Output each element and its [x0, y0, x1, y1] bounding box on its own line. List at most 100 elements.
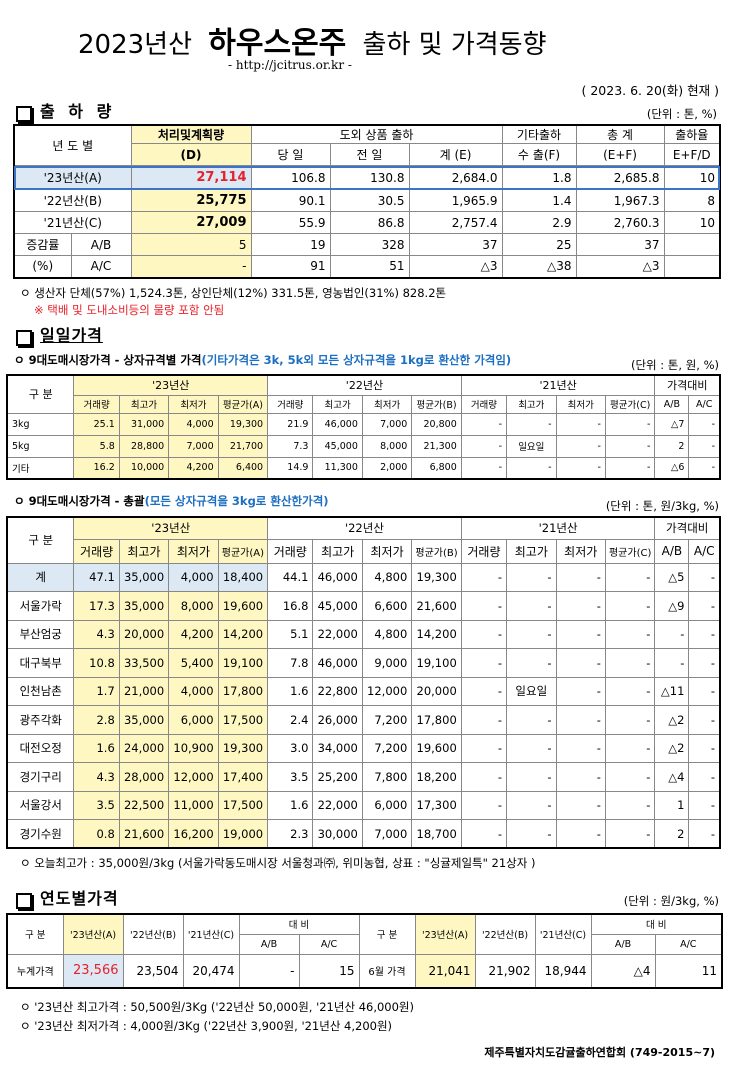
table-cell: 28,000 [118, 762, 170, 792]
col-year22: '22년산 [267, 374, 462, 396]
change-ac-label: A/C [70, 255, 132, 278]
table-cell: 11,300 [312, 456, 363, 480]
table-cell: 7,000 [168, 434, 219, 458]
table-cell: 46,000 [312, 648, 363, 678]
col-year23: '23년산(A) [62, 913, 124, 955]
row-label: 대전오정 [6, 733, 75, 763]
table-cell: 7,000 [361, 819, 413, 849]
table-cell: 12,000 [168, 762, 219, 792]
table-cell: - [460, 412, 508, 436]
table-cell: - [460, 705, 508, 735]
table-cell: - [688, 619, 721, 649]
table-cell: 1.6 [267, 790, 314, 820]
change-cell: △38 [501, 255, 577, 278]
table-cell: 1.6 [73, 733, 120, 763]
table-cell: 22,000 [312, 619, 363, 649]
col-vol: 거래량 [73, 394, 120, 414]
row-year: '23년산(A) [13, 165, 132, 190]
table-cell: - [506, 412, 557, 436]
table-cell: - [460, 619, 508, 649]
row-label: 경기수원 [6, 819, 75, 849]
col-year21: '21년산(C) [534, 913, 592, 955]
table-cell: 20,000 [411, 676, 462, 706]
table-cell: - [460, 591, 508, 621]
col-compare: 대 비 [238, 913, 360, 935]
table-cell: 7,800 [361, 762, 413, 792]
table-cell: △5 [654, 562, 690, 592]
table-cell: 16.8 [267, 591, 314, 621]
col-ab: A/B [238, 933, 300, 955]
square-bullet-icon [16, 106, 32, 122]
row-label: 5kg [6, 434, 75, 458]
table-cell: 17,800 [411, 705, 462, 735]
table-cell: 6,000 [168, 705, 219, 735]
table-cell: 19,600 [217, 591, 269, 621]
table-cell: 4.3 [73, 619, 120, 649]
table-cell: 19,300 [411, 562, 462, 592]
table-cell: - [506, 648, 557, 678]
table-cell: - [688, 762, 721, 792]
table1-title-note: (기타가격은 3k, 5k외 모든 상자규격을 1kg로 환산한 가격임) [201, 353, 512, 367]
col-vol: 거래량 [460, 394, 508, 414]
table-cell: - [460, 676, 508, 706]
table-cell: - [460, 733, 508, 763]
table-cell: 10,900 [168, 733, 219, 763]
col-ac: A/C [688, 538, 721, 564]
month-c: 18,944 [534, 953, 592, 989]
table-row: 인천남촌 1.7 21,000 4,000 17,800 1.6 22,800 12,000 2… [6, 676, 721, 706]
table-cell: - [604, 790, 656, 820]
table-cell: △4 [654, 762, 690, 792]
table-cell: 47.1 [73, 562, 120, 592]
row-label: 경기구리 [6, 762, 75, 792]
header-rate-sub: E+F/D [663, 143, 721, 166]
col-year22: '22년산(B) [122, 913, 184, 955]
url-text: - http://jcitrus.or.kr - [228, 58, 352, 72]
col-ab: A/B [590, 933, 656, 955]
shipment-warning: ※ 택배 및 도내소비등의 물량 포함 안됨 [34, 303, 225, 317]
table-cell: △9 [654, 591, 690, 621]
col-max: 최고가 [312, 394, 363, 414]
table-cell: 4,000 [168, 562, 219, 592]
table-cell: - [604, 434, 656, 458]
table-cell: - [460, 562, 508, 592]
table-cell: 2.8 [73, 705, 120, 735]
header-plan: 처리및계획량 [130, 124, 252, 144]
table-cell: 46,000 [312, 412, 363, 436]
table-cell: 18,700 [411, 819, 462, 849]
header-export: 수 출(F) [501, 143, 577, 166]
table-cell: 7.3 [267, 434, 314, 458]
table-cell: △2 [654, 733, 690, 763]
col-min: 최저가 [555, 538, 606, 564]
table-cell: 25.1 [73, 412, 120, 436]
row-label: 광주각화 [6, 705, 75, 735]
table-cell: 21,600 [118, 819, 170, 849]
square-bullet-icon [16, 330, 32, 346]
table-row: 서울가락 17.3 35,000 8,000 19,600 16.8 45,000 6,600… [6, 591, 721, 621]
table-cell: 19,000 [217, 819, 269, 849]
table-cell: 28,800 [118, 434, 170, 458]
col-year23: '23년산 [73, 374, 269, 396]
row-label: 서울강서 [6, 790, 75, 820]
section-daily-label: 일일가격 [40, 326, 103, 345]
row-day: 55.9 [250, 211, 331, 234]
table-cell: 4,800 [361, 562, 413, 592]
section-shipment-label: 출 하 량 [40, 102, 116, 121]
table-cell: 30,000 [312, 819, 363, 849]
table-cell: 5.1 [267, 619, 314, 649]
header-year: 년 도 별 [13, 124, 132, 166]
col-compare: 대 비 [590, 913, 723, 935]
table-cell: 7,200 [361, 733, 413, 763]
month-ab: △4 [590, 953, 656, 989]
table-cell: 22,000 [312, 790, 363, 820]
table-cell: - [688, 456, 721, 480]
table-cell: 10.8 [73, 648, 120, 678]
row-total: 2,685.8 [575, 165, 665, 190]
table-row: 5kg 5.8 28,800 7,000 21,700 7.3 45,000 8,000 21,… [6, 434, 721, 458]
table-cell: - [555, 733, 606, 763]
col-max: 최고가 [118, 394, 170, 414]
table-cell: 33,500 [118, 648, 170, 678]
table-cell: - [688, 412, 721, 436]
col-ab: A/B [654, 394, 690, 414]
table-cell: - [506, 591, 557, 621]
table-cell: 31,000 [118, 412, 170, 436]
